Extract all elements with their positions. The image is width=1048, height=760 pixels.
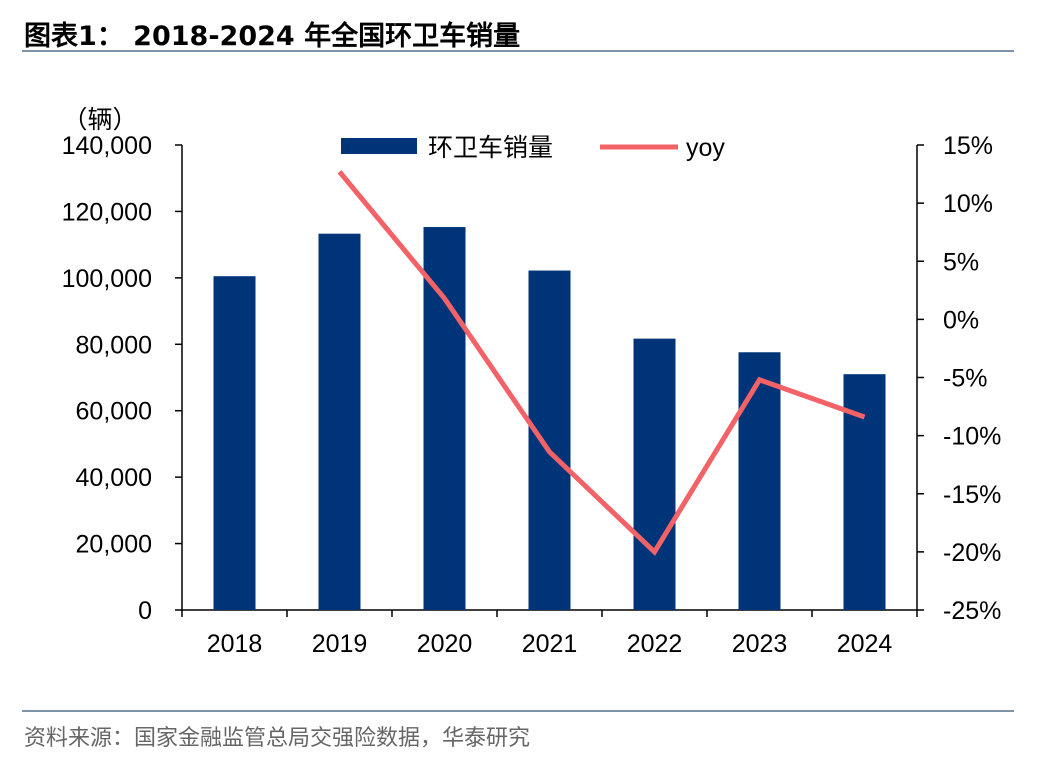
- right-tick-label: 5%: [943, 248, 979, 276]
- chart-area: 0 20,000 40,000 60,000 80,000 100,000 120,000 1…: [62, 105, 1002, 658]
- right-tick-label: -10%: [943, 423, 1001, 451]
- x-tick-label: 2019: [312, 630, 368, 658]
- bar-2021: [528, 270, 571, 610]
- x-tick-label: 2024: [837, 630, 893, 658]
- legend-line-label: yoy: [686, 134, 725, 162]
- left-tick-label: 140,000: [62, 132, 152, 160]
- left-tick-label: 120,000: [62, 198, 152, 226]
- bar-2022: [633, 338, 676, 610]
- right-tick-label: 0%: [943, 306, 979, 334]
- bar-2020: [423, 227, 466, 610]
- right-tick-label: 15%: [943, 132, 993, 160]
- legend-bar-swatch: [341, 138, 417, 154]
- left-tick-label: 20,000: [76, 531, 152, 559]
- left-axis-unit-label: （辆）: [62, 105, 137, 134]
- left-tick-label: 100,000: [62, 265, 152, 293]
- x-tick-label: 2022: [627, 630, 683, 658]
- right-tick-label: 10%: [943, 190, 993, 218]
- right-tick-label: -5%: [943, 365, 987, 393]
- legend-bar-label: 环卫车销量: [428, 133, 553, 162]
- x-tick-label: 2023: [732, 630, 788, 658]
- right-tick-label: -20%: [943, 539, 1001, 567]
- x-tick-label: 2020: [417, 630, 473, 658]
- bar-2018: [213, 276, 256, 610]
- left-tick-label: 60,000: [76, 398, 152, 426]
- bar-2019: [318, 233, 361, 611]
- source-note: 资料来源：国家金融监管总局交强险数据，华泰研究: [24, 726, 531, 751]
- right-tick-label: -25%: [943, 597, 1001, 625]
- top-divider: [22, 50, 1014, 52]
- left-tick-label: 0: [138, 597, 152, 625]
- bottom-divider: [22, 710, 1014, 712]
- right-tick-label: -15%: [943, 481, 1001, 509]
- bar-2023: [738, 352, 781, 610]
- x-tick-label: 2021: [522, 630, 578, 658]
- left-tick-label: 40,000: [76, 464, 152, 492]
- yoy-line: [337, 170, 866, 556]
- chart-title: 图表1： 2018-2024 年全国环卫车销量: [24, 21, 521, 52]
- left-tick-label: 80,000: [76, 331, 152, 359]
- x-tick-label: 2018: [207, 630, 263, 658]
